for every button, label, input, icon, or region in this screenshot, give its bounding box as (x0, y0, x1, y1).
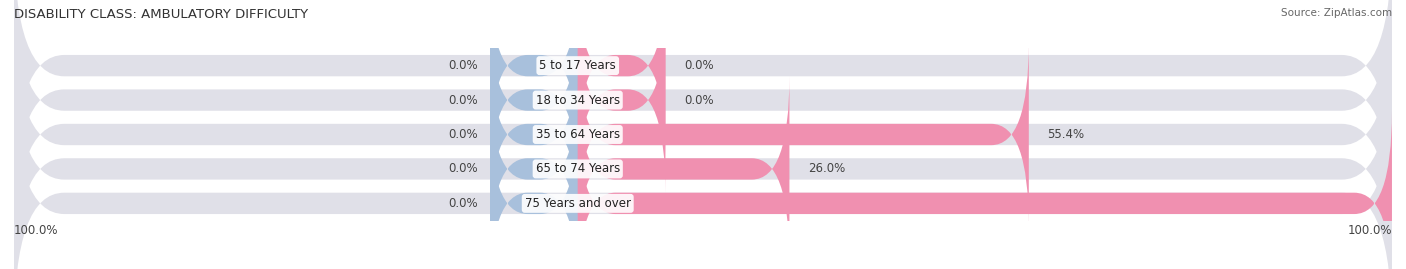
Text: DISABILITY CLASS: AMBULATORY DIFFICULTY: DISABILITY CLASS: AMBULATORY DIFFICULTY (14, 8, 308, 21)
FancyBboxPatch shape (578, 42, 1029, 227)
FancyBboxPatch shape (578, 111, 1392, 269)
Text: 75 Years and over: 75 Years and over (524, 197, 631, 210)
FancyBboxPatch shape (578, 76, 789, 261)
FancyBboxPatch shape (491, 111, 578, 269)
Text: 35 to 64 Years: 35 to 64 Years (536, 128, 620, 141)
FancyBboxPatch shape (14, 42, 1392, 269)
Text: 0.0%: 0.0% (449, 94, 478, 107)
Text: 5 to 17 Years: 5 to 17 Years (540, 59, 616, 72)
Text: 0.0%: 0.0% (685, 94, 714, 107)
Text: 0.0%: 0.0% (449, 59, 478, 72)
Text: 0.0%: 0.0% (449, 162, 478, 175)
FancyBboxPatch shape (578, 0, 665, 158)
FancyBboxPatch shape (578, 8, 665, 193)
Text: 0.0%: 0.0% (685, 59, 714, 72)
Text: 55.4%: 55.4% (1047, 128, 1084, 141)
Text: 65 to 74 Years: 65 to 74 Years (536, 162, 620, 175)
Text: Source: ZipAtlas.com: Source: ZipAtlas.com (1281, 8, 1392, 18)
Text: 18 to 34 Years: 18 to 34 Years (536, 94, 620, 107)
Text: 0.0%: 0.0% (449, 128, 478, 141)
Text: 0.0%: 0.0% (449, 197, 478, 210)
FancyBboxPatch shape (491, 0, 578, 158)
Text: 100.0%: 100.0% (1347, 224, 1392, 237)
FancyBboxPatch shape (14, 0, 1392, 227)
FancyBboxPatch shape (14, 76, 1392, 269)
FancyBboxPatch shape (491, 8, 578, 193)
Text: 26.0%: 26.0% (808, 162, 845, 175)
Text: 100.0%: 100.0% (14, 224, 59, 237)
FancyBboxPatch shape (491, 76, 578, 261)
FancyBboxPatch shape (14, 0, 1392, 193)
FancyBboxPatch shape (491, 42, 578, 227)
FancyBboxPatch shape (14, 8, 1392, 261)
